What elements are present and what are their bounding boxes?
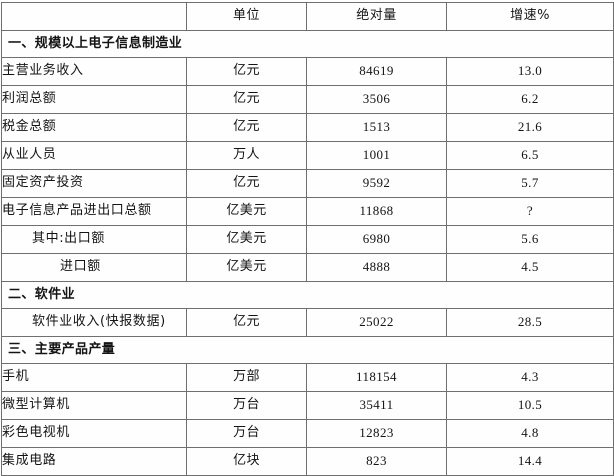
- column-header-unit: 单位: [186, 2, 307, 31]
- row-label: 主营业务收入: [1, 57, 187, 86]
- row-absolute-value: 84619: [306, 57, 447, 86]
- row-growth-value: 4.5: [446, 253, 614, 282]
- row-absolute-value: 4888: [306, 253, 447, 282]
- row-unit: 亿元: [186, 85, 307, 114]
- row-label: 手机: [1, 363, 187, 392]
- table-body: 一、规模以上电子信息制造业 主营业务收入 亿元 84619 13.0 利润总额 亿元 3506…: [1, 30, 614, 476]
- row-growth-value: 28.5: [446, 308, 614, 337]
- table-header: 单位 绝对量 增速%: [1, 2, 614, 31]
- row-unit: 亿元: [186, 113, 307, 142]
- row-growth-value: 4.3: [446, 363, 614, 392]
- column-header-absolute: 绝对量: [306, 2, 447, 31]
- column-header-growth: 增速%: [446, 2, 614, 31]
- section-header-label: 一、规模以上电子信息制造业: [1, 30, 614, 58]
- column-header-name: [1, 2, 187, 31]
- row-label: 微型计算机: [1, 391, 187, 420]
- row-unit: 万台: [186, 419, 307, 448]
- row-growth-value: 5.7: [446, 169, 614, 198]
- row-label: 固定资产投资: [1, 169, 187, 198]
- row-label: 其中:出口额: [1, 225, 187, 254]
- row-unit: 万人: [186, 141, 307, 170]
- table-row: 手机 万部 118154 4.3: [1, 363, 614, 392]
- table-row: 进口额 亿美元 4888 4.5: [1, 253, 614, 282]
- row-absolute-value: 12823: [306, 419, 447, 448]
- row-absolute-value: 1513: [306, 113, 447, 142]
- table-row: 从业人员 万人 1001 6.5: [1, 141, 614, 170]
- table-row: 税金总额 亿元 1513 21.6: [1, 113, 614, 142]
- row-label: 税金总额: [1, 113, 187, 142]
- row-unit: 亿元: [186, 169, 307, 198]
- row-absolute-value: 823: [306, 447, 447, 476]
- table-row: 利润总额 亿元 3506 6.2: [1, 85, 614, 114]
- table-row: 彩色电视机 万台 12823 4.8: [1, 419, 614, 448]
- row-absolute-value: 1001: [306, 141, 447, 170]
- row-growth-value: 4.8: [446, 419, 614, 448]
- section-header-row: 一、规模以上电子信息制造业: [1, 30, 614, 58]
- row-label: 进口额: [1, 253, 187, 282]
- row-growth-value: 10.5: [446, 391, 614, 420]
- row-label: 利润总额: [1, 85, 187, 114]
- row-label: 彩色电视机: [1, 419, 187, 448]
- row-label: 软件业收入(快报数据): [1, 308, 187, 337]
- row-absolute-value: 6980: [306, 225, 447, 254]
- row-unit: 万台: [186, 391, 307, 420]
- row-label: 集成电路: [1, 447, 187, 476]
- section-header-row: 三、主要产品产量: [1, 336, 614, 364]
- row-unit: 亿美元: [186, 197, 307, 226]
- row-unit: 亿美元: [186, 225, 307, 254]
- table-row: 电子信息产品进出口总额 亿美元 11868?: [1, 197, 614, 226]
- row-unit: 亿元: [186, 308, 307, 337]
- row-label: 电子信息产品进出口总额: [1, 197, 187, 226]
- row-unit: 亿块: [186, 447, 307, 476]
- row-absolute-value: 9592: [306, 169, 447, 198]
- table-row: 其中:出口额 亿美元 6980 5.6: [1, 225, 614, 254]
- section-header-label: 二、软件业: [1, 281, 614, 309]
- row-growth-value: 6.5: [446, 141, 614, 170]
- row-absolute-value: 11868: [306, 197, 447, 226]
- table-row: 软件业收入(快报数据) 亿元 25022 28.5: [1, 308, 614, 337]
- row-absolute-value: 25022: [306, 308, 447, 337]
- row-growth-value: 14.4: [446, 447, 614, 476]
- row-unit: 万部: [186, 363, 307, 392]
- row-absolute-value: 118154: [306, 363, 447, 392]
- section-header-row: 二、软件业: [1, 281, 614, 309]
- row-unit: 亿美元: [186, 253, 307, 282]
- row-label: 从业人员: [1, 141, 187, 170]
- table-row: 微型计算机 万台 35411 10.5: [1, 391, 614, 420]
- row-growth-value: 6.2: [446, 85, 614, 114]
- table-row: 固定资产投资 亿元 9592 5.7: [1, 169, 614, 198]
- row-unit: 亿元: [186, 57, 307, 86]
- section-header-label: 三、主要产品产量: [1, 336, 614, 364]
- row-growth-value: ?: [446, 197, 614, 226]
- header-row: 单位 绝对量 增速%: [1, 2, 614, 31]
- row-absolute-value: 35411: [306, 391, 447, 420]
- row-growth-value: 21.6: [446, 113, 614, 142]
- row-growth-value: 5.6: [446, 225, 614, 254]
- row-absolute-value: 3506: [306, 85, 447, 114]
- row-growth-value: 13.0: [446, 57, 614, 86]
- table-row: 主营业务收入 亿元 84619 13.0: [1, 57, 614, 86]
- table-row: 集成电路 亿块 823 14.4: [1, 447, 614, 476]
